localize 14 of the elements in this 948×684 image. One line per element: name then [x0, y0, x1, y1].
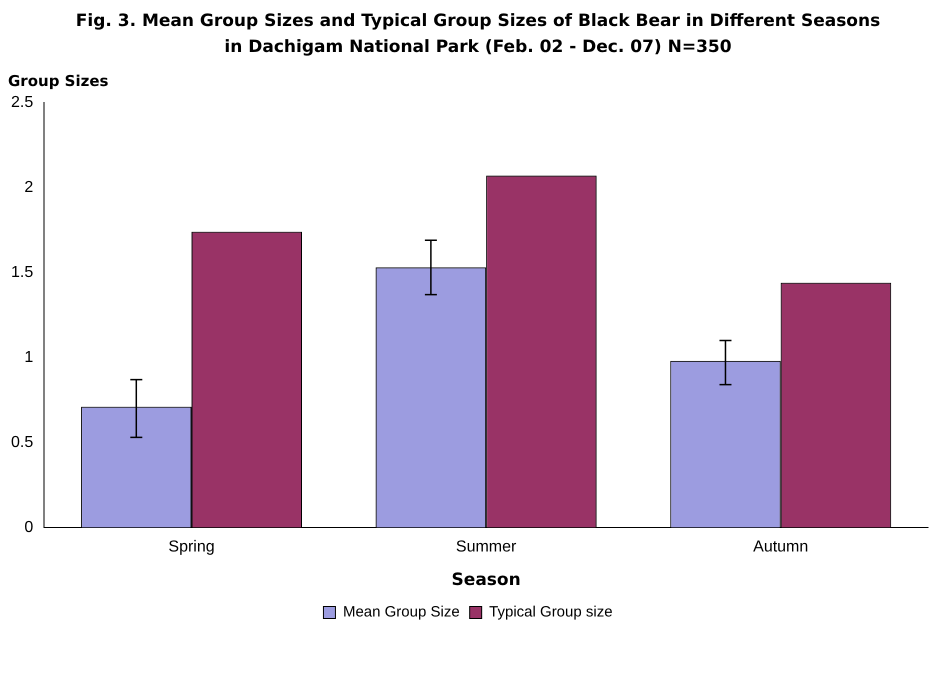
x-axis-title: Season [452, 570, 521, 590]
y-axis-title: Group Sizes [8, 72, 110, 90]
y-tick-label: 1 [24, 348, 34, 366]
y-tick-label: 0.5 [10, 434, 34, 451]
y-tick-label: 1.5 [10, 264, 34, 281]
legend-label: Typical Group size [489, 604, 613, 621]
x-tick-label: Spring [168, 538, 215, 556]
y-tick-label: 2.5 [10, 94, 34, 112]
legend-label: Mean Group Size [342, 604, 460, 621]
chart-title: Fig. 3. Mean Group Sizes and Typical Group Sizes of Black Bear in Different Seasons in Dachigam National Park (Feb. 02 - Dec. 07) N=350 [74, 10, 882, 59]
y-tick-label: 2 [24, 178, 34, 196]
x-tick-label: Summer [456, 538, 518, 556]
y-tick-label: 0 [24, 518, 34, 536]
x-tick-label: Autumn [753, 538, 808, 556]
